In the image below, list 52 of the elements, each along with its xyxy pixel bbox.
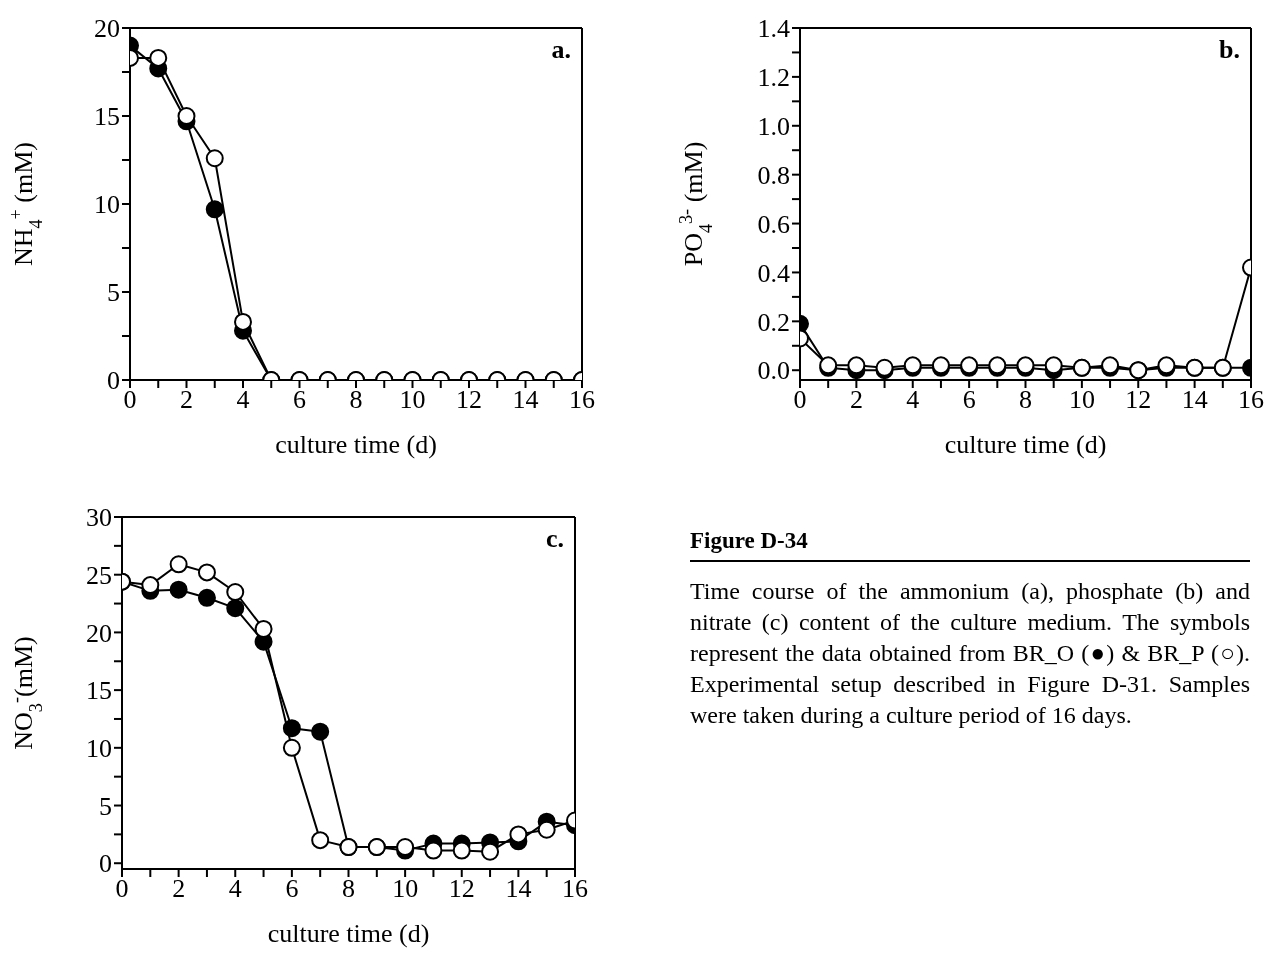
y-tick-label: 0.4 — [757, 258, 790, 288]
x-tick-label: 2 — [849, 385, 863, 415]
x-tick-label: 8 — [1019, 385, 1032, 415]
y-tick-label: 5 — [99, 791, 112, 821]
annotation: c. — [545, 524, 564, 554]
y-tick-label: 0.0 — [757, 356, 790, 386]
x-tick-label: 4 — [236, 385, 250, 415]
y-tick-label: 1.4 — [757, 14, 790, 44]
x-tick-label: 4 — [906, 385, 920, 415]
y-tick-label: 15 — [94, 102, 120, 132]
x-tick-label: 16 — [569, 385, 595, 415]
x-tick-label: 12 — [448, 874, 475, 904]
x-tick-label: 16 — [562, 874, 588, 904]
y-tick-label: 0.6 — [757, 209, 790, 239]
x-tick-label: 12 — [1125, 385, 1152, 415]
y-tick-label: 1.2 — [757, 63, 790, 93]
x-tick-label: 2 — [180, 385, 193, 415]
y-tick-label: 20 — [94, 14, 120, 44]
annotation: b. — [1219, 35, 1240, 65]
y-tick-label: 0 — [99, 849, 112, 879]
x-tick-label: 12 — [456, 385, 482, 415]
x-tick-label: 4 — [228, 874, 242, 904]
x-tick-label: 6 — [285, 874, 299, 904]
y-tick-label: 0.8 — [757, 160, 790, 190]
y-tick-label: 25 — [86, 560, 112, 590]
x-tick-label: 8 — [342, 874, 355, 904]
x-axis-title: culture time (d) — [275, 430, 437, 459]
annotation: a. — [551, 35, 571, 65]
y-tick-label: 15 — [86, 676, 112, 706]
x-tick-label: 10 — [392, 874, 419, 904]
x-tick-label: 14 — [505, 874, 532, 904]
y-tick-label: 30 — [86, 503, 112, 533]
x-tick-label: 6 — [293, 385, 306, 415]
y-tick-label: 0.2 — [757, 307, 790, 337]
y-tick-label: 20 — [86, 618, 112, 648]
x-tick-label: 10 — [399, 385, 426, 415]
y-tick-label: 10 — [94, 190, 120, 220]
x-axis-title: culture time (d) — [944, 430, 1107, 459]
x-tick-label: 8 — [349, 385, 363, 415]
y-tick-label: 10 — [86, 734, 112, 764]
y-tick-label: 1.0 — [757, 112, 790, 142]
x-tick-label: 14 — [512, 385, 539, 415]
y-tick-label: 0 — [107, 366, 120, 396]
x-tick-label: 16 — [1238, 385, 1264, 415]
text: Figure D-34 — [690, 528, 1250, 562]
x-tick-label: 2 — [172, 874, 186, 904]
x-tick-label: 6 — [962, 385, 976, 415]
y-tick-label: 5 — [107, 278, 120, 308]
x-axis-title: culture time (d) — [267, 919, 430, 948]
x-tick-label: 10 — [1068, 385, 1095, 415]
x-tick-label: 14 — [1181, 385, 1208, 415]
text: Time course of the ammonium (a), phosphate (b) and nitrate (c) content of the culture medium. The symbols represent the data obtained from BR_O (●) & BR_P (○). Experimental setup described in Figure D-31. Samples were taken during a culture period of 16 days. — [690, 577, 1250, 730]
